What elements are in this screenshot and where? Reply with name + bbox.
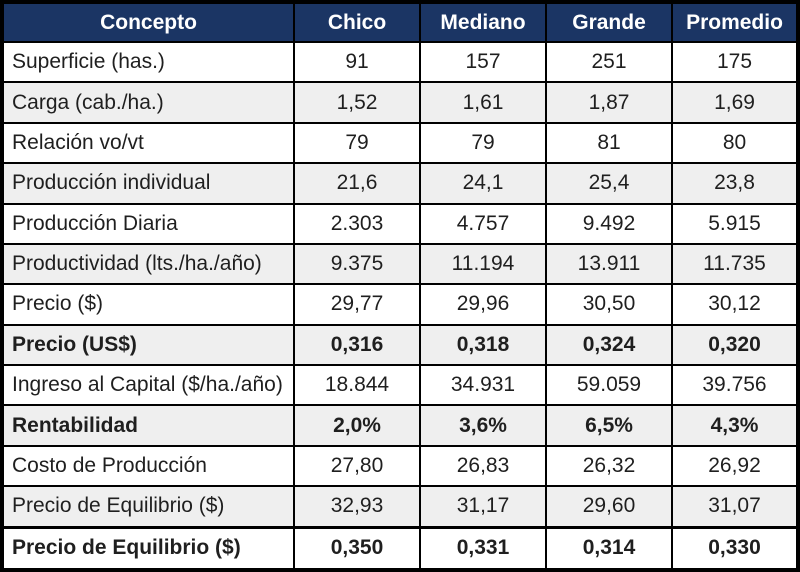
cell-value: 30,50 [545, 283, 673, 326]
cell-value: 27,80 [293, 444, 421, 488]
row-label: Producción individual [1, 162, 295, 205]
table-row: Precio ($) 29,77 29,96 30,50 30,12 [1, 283, 799, 326]
table-row: Ingreso al Capital ($/ha./año) 18.844 34… [1, 363, 799, 407]
cell-value: 18.844 [293, 363, 421, 407]
cell-value: 81 [545, 121, 673, 165]
cell-value: 4.757 [419, 202, 547, 245]
cell-value: 79 [419, 121, 547, 165]
cell-value: 251 [545, 40, 673, 84]
cell-value: 11.735 [671, 242, 799, 286]
table-row: Rentabilidad 2,0% 3,6% 6,5% 4,3% [1, 404, 799, 447]
column-header-mediano: Mediano [419, 1, 547, 43]
row-label: Precio de Equilibrio ($) [1, 525, 295, 571]
cell-value: 31,07 [671, 485, 799, 529]
column-header-promedio: Promedio [671, 1, 799, 43]
table-header: Concepto Chico Mediano Grande Promedio [1, 1, 799, 43]
table-row: Precio (US$) 0,316 0,318 0,324 0,320 [1, 323, 799, 367]
row-label: Superficie (has.) [1, 40, 295, 84]
table-row: Producción individual 21,6 24,1 25,4 23,… [1, 162, 799, 205]
cell-value: 59.059 [545, 363, 673, 407]
table-row: Producción Diaria 2.303 4.757 9.492 5.91… [1, 202, 799, 245]
row-label: Costo de Producción [1, 444, 295, 488]
cell-value: 9.492 [545, 202, 673, 245]
table-row: Costo de Producción 27,80 26,83 26,32 26… [1, 444, 799, 488]
cell-value: 30,12 [671, 283, 799, 326]
row-label: Precio ($) [1, 283, 295, 326]
cell-value: 0,331 [419, 525, 547, 571]
cell-value: 0,314 [545, 525, 673, 571]
header-row: Concepto Chico Mediano Grande Promedio [1, 1, 799, 43]
cell-value: 26,92 [671, 444, 799, 488]
cell-value: 2,0% [293, 404, 421, 447]
cell-value: 9.375 [293, 242, 421, 286]
cell-value: 80 [671, 121, 799, 165]
table-row: Carga (cab./ha.) 1,52 1,61 1,87 1,69 [1, 81, 799, 124]
row-label: Productividad (lts./ha./año) [1, 242, 295, 286]
column-header-grande: Grande [545, 1, 673, 43]
cell-value: 26,83 [419, 444, 547, 488]
row-label: Rentabilidad [1, 404, 295, 447]
cell-value: 175 [671, 40, 799, 84]
row-label: Ingreso al Capital ($/ha./año) [1, 363, 295, 407]
table-row: Precio de Equilibrio ($) 0,350 0,331 0,3… [1, 525, 799, 571]
table-row: Superficie (has.) 91 157 251 175 [1, 40, 799, 84]
cell-value: 4,3% [671, 404, 799, 447]
cell-value: 29,77 [293, 283, 421, 326]
row-label: Relación vo/vt [1, 121, 295, 165]
cell-value: 39.756 [671, 363, 799, 407]
cell-value: 2.303 [293, 202, 421, 245]
cell-value: 13.911 [545, 242, 673, 286]
table-body: Superficie (has.) 91 157 251 175 Carga (… [1, 40, 799, 571]
cell-value: 11.194 [419, 242, 547, 286]
cell-value: 91 [293, 40, 421, 84]
cell-value: 0,350 [293, 525, 421, 571]
cell-value: 6,5% [545, 404, 673, 447]
cell-value: 79 [293, 121, 421, 165]
cell-value: 34.931 [419, 363, 547, 407]
cell-value: 0,316 [293, 323, 421, 367]
cell-value: 0,324 [545, 323, 673, 367]
row-label: Carga (cab./ha.) [1, 81, 295, 124]
cell-value: 32,93 [293, 485, 421, 529]
column-header-chico: Chico [293, 1, 421, 43]
cell-value: 1,69 [671, 81, 799, 124]
row-label: Precio de Equilibrio ($) [1, 485, 295, 529]
cell-value: 3,6% [419, 404, 547, 447]
cell-value: 1,52 [293, 81, 421, 124]
cell-value: 5.915 [671, 202, 799, 245]
cell-value: 1,87 [545, 81, 673, 124]
cell-value: 31,17 [419, 485, 547, 529]
table-row: Productividad (lts./ha./año) 9.375 11.19… [1, 242, 799, 286]
row-label: Precio (US$) [1, 323, 295, 367]
cell-value: 157 [419, 40, 547, 84]
table-row: Relación vo/vt 79 79 81 80 [1, 121, 799, 165]
cell-value: 24,1 [419, 162, 547, 205]
cell-value: 29,96 [419, 283, 547, 326]
row-label: Producción Diaria [1, 202, 295, 245]
cell-value: 0,330 [671, 525, 799, 571]
cell-value: 0,320 [671, 323, 799, 367]
cell-value: 23,8 [671, 162, 799, 205]
cell-value: 29,60 [545, 485, 673, 529]
column-header-concepto: Concepto [1, 1, 295, 43]
cell-value: 25,4 [545, 162, 673, 205]
cell-value: 1,61 [419, 81, 547, 124]
cell-value: 0,318 [419, 323, 547, 367]
cell-value: 26,32 [545, 444, 673, 488]
cell-value: 21,6 [293, 162, 421, 205]
table-row: Precio de Equilibrio ($) 32,93 31,17 29,… [1, 485, 799, 529]
